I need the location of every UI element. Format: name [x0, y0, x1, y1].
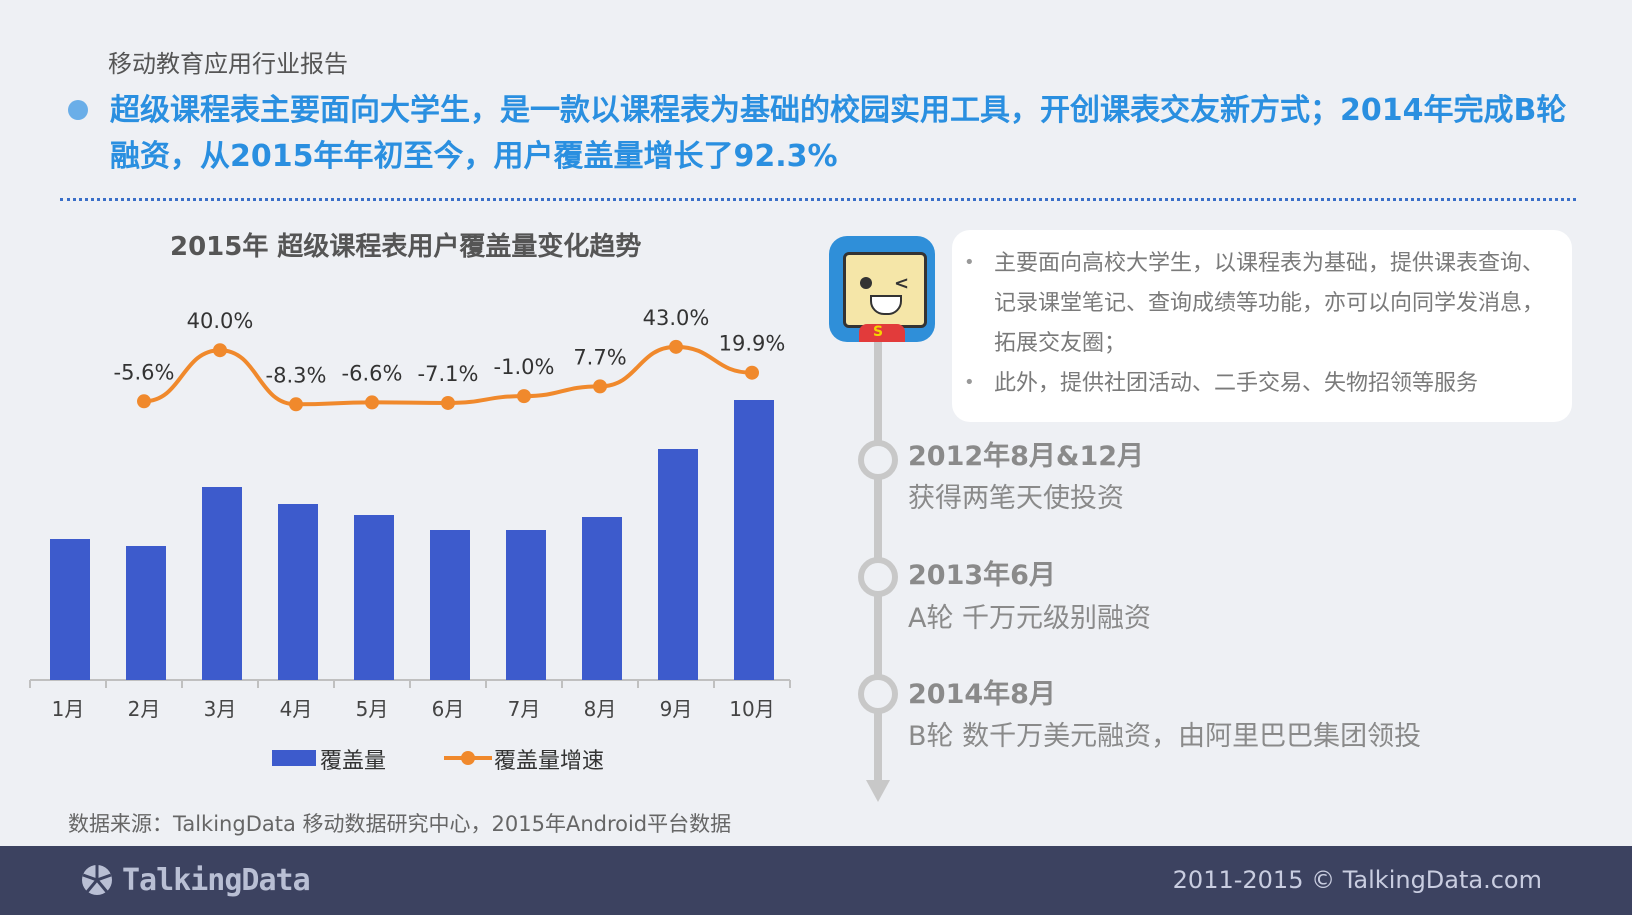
bar-1月: [50, 539, 90, 680]
legend-line-label: 覆盖量增速: [494, 749, 604, 774]
x-tick-label: 2月: [128, 697, 161, 721]
legend-bar-label: 覆盖量: [320, 749, 386, 774]
timeline-desc: B轮 数千万美元融资，由阿里巴巴集团领投: [908, 721, 1422, 752]
bar-6月: [430, 530, 470, 680]
desc-item: 此外，提供社团活动、二手交易、失物招领等服务: [994, 371, 1479, 396]
app-face-icon: <: [843, 252, 927, 328]
headline: 超级课程表主要面向大学生，是一款以课程表为基础的校园实用工具，开创课表交友新方式…: [110, 93, 1567, 174]
growth-point: [137, 394, 151, 409]
legend-line-marker: [461, 751, 475, 765]
x-tick-label: 7月: [508, 697, 541, 721]
bar-2月: [126, 546, 166, 680]
report-label: 移动教育应用行业报告: [108, 50, 348, 78]
logo-text: TalkingData: [122, 862, 311, 898]
timeline-node: [858, 674, 898, 714]
copyright: 2011-2015 © TalkingData.com: [1172, 866, 1542, 894]
growth-label: 40.0%: [187, 309, 254, 333]
timeline-node: [858, 557, 898, 597]
coverage-chart: 1月 2月 3月 4月 5月 6月 7月 8月 9月 10月 -5.6% 40.0% -8.3% -6.6…: [29, 306, 791, 774]
growth-point: [517, 389, 531, 404]
dotted-divider: [60, 198, 1576, 201]
desc-bullet: •: [964, 252, 975, 273]
x-tick-label: 3月: [204, 697, 237, 721]
growth-point: [289, 397, 303, 412]
desc-item: 主要面向高校大学生，以课程表为基础，提供课表查询、记录课堂笔记、查询成绩等功能，…: [994, 251, 1545, 356]
bar-9月: [658, 449, 698, 680]
desc-bullet: •: [964, 372, 975, 393]
growth-label: -5.6%: [114, 360, 175, 384]
growth-label: -8.3%: [266, 363, 327, 387]
timeline-date: 2014年8月: [908, 679, 1056, 710]
legend-bar-swatch: [272, 750, 316, 766]
timeline-desc: 获得两笔天使投资: [908, 483, 1124, 514]
footer-logo: TalkingData: [80, 860, 311, 900]
timeline-desc: A轮 千万元级别融资: [908, 603, 1152, 634]
app-description-box: • 主要面向高校大学生，以课程表为基础，提供课表查询、记录课堂笔记、查询成绩等功…: [952, 230, 1572, 422]
logo-icon: [82, 865, 112, 895]
x-tick-label: 10月: [729, 697, 774, 721]
chart-title: 2015年 超级课程表用户覆盖量变化趋势: [170, 232, 642, 262]
bar-8月: [582, 517, 622, 680]
growth-label: 43.0%: [643, 306, 710, 330]
timeline-date: 2013年6月: [908, 560, 1056, 591]
bar-10月: [734, 400, 774, 680]
growth-point: [213, 343, 227, 358]
app-icon: < S: [829, 236, 935, 342]
x-tick-label: 5月: [356, 697, 389, 721]
source-note: 数据来源：TalkingData 移动数据研究中心，2015年Android平台…: [68, 812, 732, 836]
growth-point: [745, 365, 759, 380]
x-tick-label: 8月: [584, 697, 617, 721]
bar-3月: [202, 487, 242, 680]
bar-4月: [278, 504, 318, 680]
growth-label: -1.0%: [494, 355, 555, 379]
timeline-arrow-icon: [866, 780, 890, 802]
x-tick-label: 9月: [660, 697, 693, 721]
timeline-node: [858, 440, 898, 480]
growth-point: [669, 339, 683, 354]
growth-label: -7.1%: [418, 362, 479, 386]
growth-label: -6.6%: [342, 361, 403, 385]
growth-label: 19.9%: [719, 332, 786, 356]
timeline-date: 2012年8月&12月: [908, 441, 1145, 472]
bar-5月: [354, 515, 394, 680]
bar-7月: [506, 530, 546, 680]
x-tick-label: 6月: [432, 697, 465, 721]
x-tick-label: 1月: [52, 697, 85, 721]
growth-label: 7.7%: [573, 345, 626, 369]
growth-point: [441, 395, 455, 410]
growth-point: [593, 379, 607, 394]
footer: TalkingData 2011-2015 © TalkingData.com: [0, 846, 1632, 915]
x-tick-label: 4月: [280, 697, 313, 721]
growth-point: [365, 395, 379, 410]
headline-bullet: [68, 100, 88, 120]
